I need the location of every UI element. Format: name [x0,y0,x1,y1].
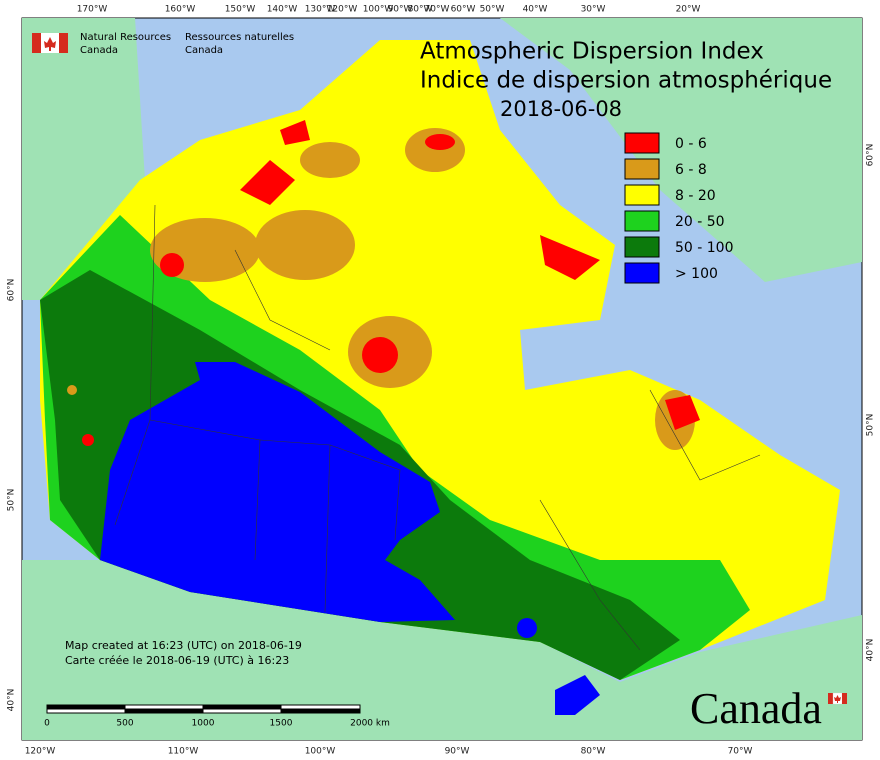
longitude-label: 80°W [408,5,433,15]
longitude-label: 130°W [305,5,336,15]
legend-swatch [624,210,660,232]
longitude-label: 50°W [480,5,505,15]
legend-label: 8 - 20 [675,188,716,204]
legend-swatch [624,158,660,180]
longitude-label: 100°W [363,5,394,15]
legend-label: 50 - 100 [675,240,734,256]
longitude-label: 120°W [327,5,358,15]
longitude-label: 70°W [728,747,753,757]
longitude-label: 140°W [267,5,298,15]
agency-fr: Ressources naturelles [185,32,294,43]
longitude-label: 120°W [25,747,56,757]
longitude-label: 100°W [305,747,336,757]
latitude-label: 50°N [866,414,876,437]
neighbour-land [22,18,862,740]
longitude-label: 150°W [225,5,256,15]
title-fr: Indice de dispersion atmosphérique [420,68,832,94]
longitude-label: 60°W [451,5,476,15]
scale-label: 500 [116,719,133,729]
nrcan-signature [32,33,68,53]
longitude-label: 110°W [168,747,199,757]
scale-label: 1500 [270,719,293,729]
longitude-label: 90°W [445,747,470,757]
credit: Carte créée le 2018-06-19 (UTC) à 16:23 [65,654,289,667]
legend-swatch [624,236,660,258]
longitude-label: 70°W [425,5,450,15]
agency-en: Canada [80,45,118,56]
latitude-label: 50°N [7,489,17,512]
legend-label: 6 - 8 [675,162,707,178]
latitude-label: 40°N [7,689,17,712]
scale-label: 1000 [192,719,215,729]
canada-wordmark: Canada [690,684,822,733]
legend-swatch [624,132,660,154]
legend-label: 0 - 6 [675,136,707,152]
scale-label: 2000 km [350,719,390,729]
title-en: Atmospheric Dispersion Index [420,39,764,65]
longitude-label: 80°W [581,747,606,757]
latitude-label: 60°N [7,279,17,302]
legend-label: 20 - 50 [675,214,725,230]
longitude-label: 160°W [165,5,196,15]
credit: Map created at 16:23 (UTC) on 2018-06-19 [65,639,302,652]
legend-swatch [624,262,660,284]
legend-label: > 100 [675,266,718,282]
agency-fr: Canada [185,45,223,56]
longitude-label: 170°W [77,5,108,15]
scale-label: 0 [44,719,50,729]
canada-flag [828,692,847,705]
agency-en: Natural Resources [80,32,171,43]
latitude-label: 60°N [866,144,876,167]
latitude-label: 40°N [866,639,876,662]
legend-swatch [624,184,660,206]
map-date: 2018-06-08 [500,97,622,121]
longitude-label: 20°W [676,5,701,15]
longitude-label: 90°W [388,5,413,15]
longitude-label: 30°W [581,5,606,15]
province-boundaries [114,204,761,651]
scale-bar [46,704,361,714]
longitude-label: 40°W [523,5,548,15]
